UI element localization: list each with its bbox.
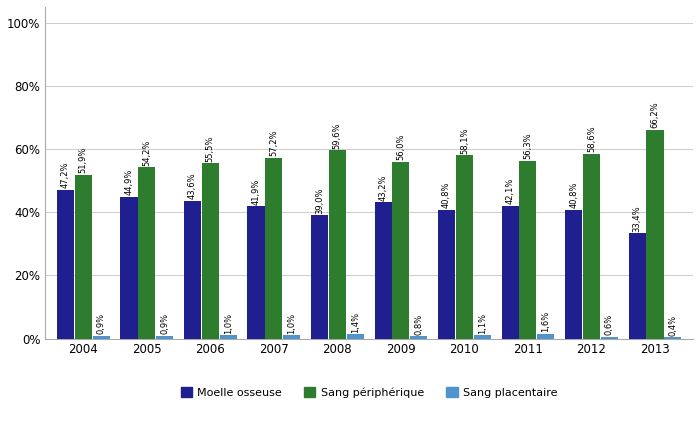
Bar	[537, 334, 554, 339]
Bar	[92, 336, 110, 339]
Bar	[565, 210, 582, 339]
Bar	[120, 197, 138, 339]
Text: 1,1%: 1,1%	[477, 312, 486, 334]
Bar	[311, 215, 328, 339]
Text: 43,6%: 43,6%	[188, 173, 197, 199]
Bar	[346, 334, 364, 339]
Bar	[156, 336, 173, 339]
Bar	[502, 206, 519, 339]
Text: 56,0%: 56,0%	[396, 134, 405, 160]
Bar	[374, 202, 392, 339]
Bar	[57, 190, 74, 339]
Bar	[202, 163, 219, 339]
Bar	[220, 336, 237, 339]
Text: 39,0%: 39,0%	[315, 187, 324, 214]
Text: 56,3%: 56,3%	[524, 133, 533, 159]
Text: 1,4%: 1,4%	[351, 312, 360, 332]
Text: 1,0%: 1,0%	[287, 313, 296, 334]
Bar	[184, 201, 201, 339]
Text: 40,8%: 40,8%	[442, 182, 451, 208]
Bar	[75, 175, 92, 339]
Text: 1,6%: 1,6%	[541, 311, 550, 332]
Text: 57,2%: 57,2%	[270, 130, 279, 156]
Text: 1,0%: 1,0%	[223, 313, 232, 334]
Text: 51,9%: 51,9%	[79, 147, 88, 173]
Text: 58,6%: 58,6%	[587, 125, 596, 152]
Bar	[583, 154, 600, 339]
Text: 40,8%: 40,8%	[569, 182, 578, 208]
Bar	[519, 161, 536, 339]
Text: 0,6%: 0,6%	[605, 314, 614, 335]
Bar	[392, 162, 410, 339]
Text: 47,2%: 47,2%	[61, 162, 70, 188]
Bar	[601, 337, 618, 339]
Bar	[265, 158, 282, 339]
Text: 58,1%: 58,1%	[460, 127, 469, 154]
Bar	[438, 210, 455, 339]
Text: 33,4%: 33,4%	[633, 205, 642, 231]
Bar	[664, 337, 681, 339]
Text: 54,2%: 54,2%	[142, 139, 151, 166]
Text: 0,8%: 0,8%	[414, 313, 424, 335]
Legend: Moelle osseuse, Sang périphérique, Sang placentaire: Moelle osseuse, Sang périphérique, Sang …	[177, 384, 561, 401]
Bar	[474, 335, 491, 339]
Text: 41,9%: 41,9%	[251, 178, 260, 205]
Text: 0,4%: 0,4%	[668, 315, 677, 336]
Text: 42,1%: 42,1%	[505, 178, 514, 204]
Text: 55,5%: 55,5%	[206, 135, 215, 162]
Bar	[283, 336, 300, 339]
Text: 59,6%: 59,6%	[333, 122, 342, 149]
Text: 0,9%: 0,9%	[97, 313, 106, 334]
Bar	[138, 167, 155, 339]
Text: 43,2%: 43,2%	[379, 174, 388, 201]
Text: 66,2%: 66,2%	[650, 101, 659, 128]
Text: 44,9%: 44,9%	[125, 169, 134, 195]
Text: 0,9%: 0,9%	[160, 313, 169, 334]
Bar	[248, 206, 265, 339]
Bar	[629, 233, 645, 339]
Bar	[329, 150, 346, 339]
Bar	[410, 336, 427, 339]
Bar	[646, 129, 664, 339]
Bar	[456, 155, 473, 339]
